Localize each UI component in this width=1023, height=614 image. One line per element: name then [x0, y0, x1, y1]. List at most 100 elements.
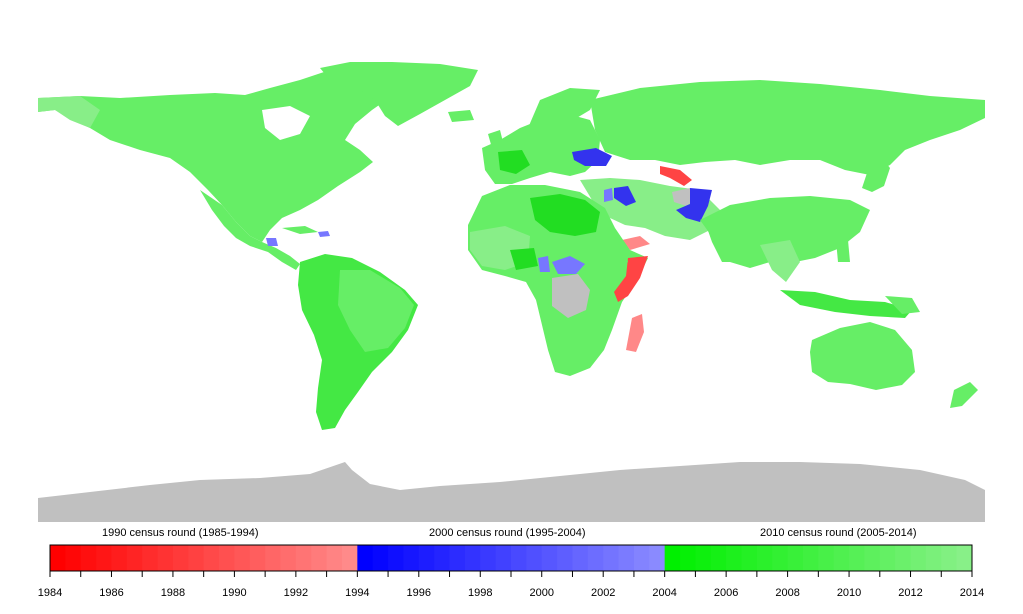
legend-swatch [849, 545, 865, 571]
country-cameroon [538, 256, 550, 272]
region-indonesia [780, 290, 912, 318]
legend-swatch [649, 545, 666, 571]
legend-swatch [572, 545, 589, 571]
legend-swatch [172, 545, 189, 571]
legend-tick-label: 2008 [775, 587, 799, 599]
legend-tick-label: 2000 [529, 587, 553, 599]
country-uk [488, 130, 504, 148]
legend-swatch [511, 545, 527, 571]
legend-swatch [341, 545, 358, 571]
region-antarctica [38, 462, 985, 522]
legend-swatch [833, 545, 850, 571]
legend-swatch [111, 545, 128, 571]
region-caribbean [282, 226, 318, 234]
legend-swatch [680, 545, 696, 571]
country-india [705, 218, 755, 262]
legend-swatch [726, 545, 742, 571]
legend-swatch [449, 545, 466, 571]
legend-tick-label: 1996 [407, 587, 431, 599]
region-alaska [38, 96, 100, 128]
legend-swatch [741, 545, 758, 571]
legend-swatch [65, 545, 82, 571]
legend-ticks: 1984 1986 1988 1990 1992 1994 1996 1998 2000 2002… [38, 571, 984, 599]
country-iceland [448, 110, 474, 122]
country-southeast-asia [760, 240, 800, 282]
legend-tick-label: 2002 [591, 587, 615, 599]
legend-tick-label: 2014 [960, 587, 984, 599]
legend-swatch [910, 545, 927, 571]
legend-swatch [587, 545, 604, 571]
region-russia [590, 80, 985, 175]
country-japan [862, 158, 890, 192]
legend-swatch [388, 545, 404, 571]
legend-swatch [372, 545, 389, 571]
legend-swatch [925, 545, 942, 571]
country-france [498, 150, 530, 174]
land-layer [38, 62, 985, 522]
legend-swatch [295, 545, 312, 571]
country-lebanon-syria [604, 188, 613, 202]
legend-swatch [434, 545, 451, 571]
legend-title-2000: 2000 census round (1995-2004) [429, 527, 586, 539]
hudson-bay [262, 106, 310, 140]
legend-tick-label: 1994 [345, 587, 369, 599]
legend-swatch [495, 545, 512, 571]
legend-swatch [357, 545, 374, 571]
legend-swatch [941, 545, 958, 571]
legend-swatch [219, 545, 235, 571]
region-australia [810, 322, 915, 390]
legend-swatch [541, 545, 558, 571]
region-central-america [200, 190, 300, 270]
country-uzbekistan [660, 166, 692, 186]
legend-swatch [664, 545, 681, 571]
country-drc [552, 274, 590, 318]
country-new-zealand [950, 382, 978, 408]
country-philippines [836, 240, 850, 262]
country-nigeria [510, 248, 538, 270]
legend-swatch [234, 545, 251, 571]
legend-swatch [526, 545, 543, 571]
legend-swatch [772, 545, 789, 571]
legend-swatch [464, 545, 481, 571]
legend-tick-label: 2012 [898, 587, 922, 599]
country-iraq [614, 186, 636, 206]
legend-swatch [249, 545, 266, 571]
legend-swatch [879, 545, 896, 571]
country-ethiopia [598, 246, 628, 272]
country-madagascar [626, 314, 644, 352]
country-brazil [338, 270, 414, 352]
region-north-africa [530, 194, 600, 236]
legend-tick-label: 1986 [99, 587, 123, 599]
legend-swatch [956, 545, 973, 571]
country-haiti [318, 231, 330, 237]
country-papua-new-guinea [885, 296, 920, 314]
legend-swatch [142, 545, 159, 571]
region-greenland [320, 62, 478, 126]
legend-swatch [280, 545, 297, 571]
country-car [552, 256, 585, 274]
legend-swatch [480, 545, 497, 571]
country-ukraine [572, 148, 612, 166]
legend-swatch [265, 545, 281, 571]
legend-swatch [864, 545, 881, 571]
legend-swatch [80, 545, 97, 571]
legend-title-1990: 1990 census round (1985-1994) [102, 527, 259, 539]
region-scandinavia [528, 88, 600, 132]
legend-swatch [787, 545, 804, 571]
legend-swatch [557, 545, 573, 571]
legend-swatch [50, 545, 66, 571]
legend-swatch [326, 545, 343, 571]
legend-tick-label: 2006 [714, 587, 738, 599]
legend-tick-label: 2010 [837, 587, 861, 599]
country-somalia [614, 256, 648, 302]
legend-tick-label: 1998 [468, 587, 492, 599]
legend-swatch [633, 545, 650, 571]
legend-title-2010: 2010 census round (2005-2014) [760, 527, 917, 539]
legend-tick-label: 1992 [284, 587, 308, 599]
legend-swatch [756, 545, 773, 571]
legend-swatch [618, 545, 635, 571]
legend-swatch [126, 545, 143, 571]
legend-swatch [710, 545, 727, 571]
legend-swatch [203, 545, 220, 571]
